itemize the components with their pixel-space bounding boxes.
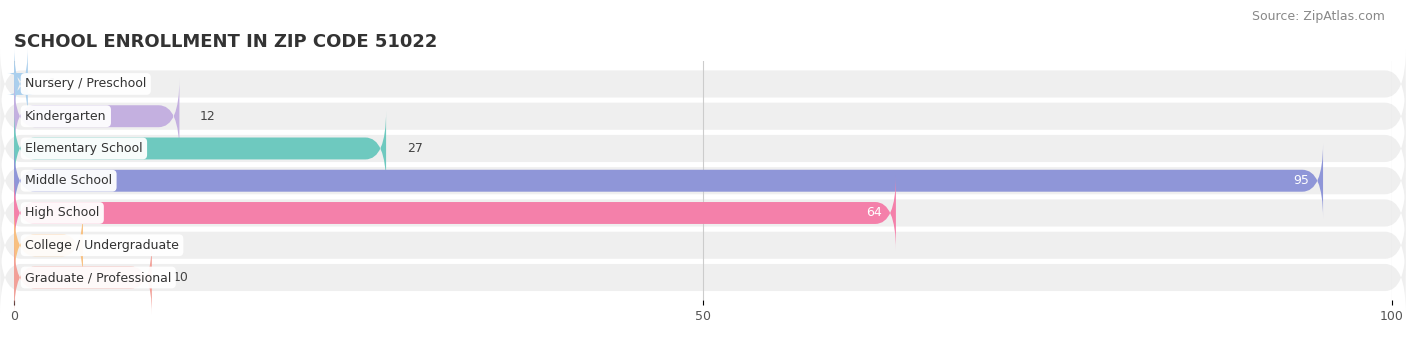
FancyBboxPatch shape bbox=[7, 46, 35, 121]
FancyBboxPatch shape bbox=[14, 143, 1323, 218]
FancyBboxPatch shape bbox=[14, 111, 387, 186]
Text: 1: 1 bbox=[48, 77, 56, 90]
FancyBboxPatch shape bbox=[14, 208, 83, 283]
FancyBboxPatch shape bbox=[0, 114, 1406, 183]
Text: 27: 27 bbox=[406, 142, 423, 155]
Text: Elementary School: Elementary School bbox=[25, 142, 142, 155]
Text: 5: 5 bbox=[104, 239, 111, 252]
FancyBboxPatch shape bbox=[0, 243, 1406, 312]
Text: Graduate / Professional: Graduate / Professional bbox=[25, 271, 172, 284]
Text: High School: High School bbox=[25, 207, 100, 220]
FancyBboxPatch shape bbox=[0, 146, 1406, 216]
Text: 95: 95 bbox=[1294, 174, 1309, 187]
Text: Middle School: Middle School bbox=[25, 174, 112, 187]
FancyBboxPatch shape bbox=[14, 79, 180, 154]
Text: 64: 64 bbox=[866, 207, 882, 220]
FancyBboxPatch shape bbox=[0, 49, 1406, 119]
Text: 10: 10 bbox=[173, 271, 188, 284]
FancyBboxPatch shape bbox=[0, 81, 1406, 151]
Text: SCHOOL ENROLLMENT IN ZIP CODE 51022: SCHOOL ENROLLMENT IN ZIP CODE 51022 bbox=[14, 33, 437, 51]
Text: College / Undergraduate: College / Undergraduate bbox=[25, 239, 179, 252]
FancyBboxPatch shape bbox=[14, 176, 896, 250]
Text: Nursery / Preschool: Nursery / Preschool bbox=[25, 77, 146, 90]
Text: Kindergarten: Kindergarten bbox=[25, 110, 107, 123]
FancyBboxPatch shape bbox=[0, 210, 1406, 280]
FancyBboxPatch shape bbox=[14, 240, 152, 315]
FancyBboxPatch shape bbox=[0, 178, 1406, 248]
Text: Source: ZipAtlas.com: Source: ZipAtlas.com bbox=[1251, 10, 1385, 23]
Text: 12: 12 bbox=[200, 110, 217, 123]
